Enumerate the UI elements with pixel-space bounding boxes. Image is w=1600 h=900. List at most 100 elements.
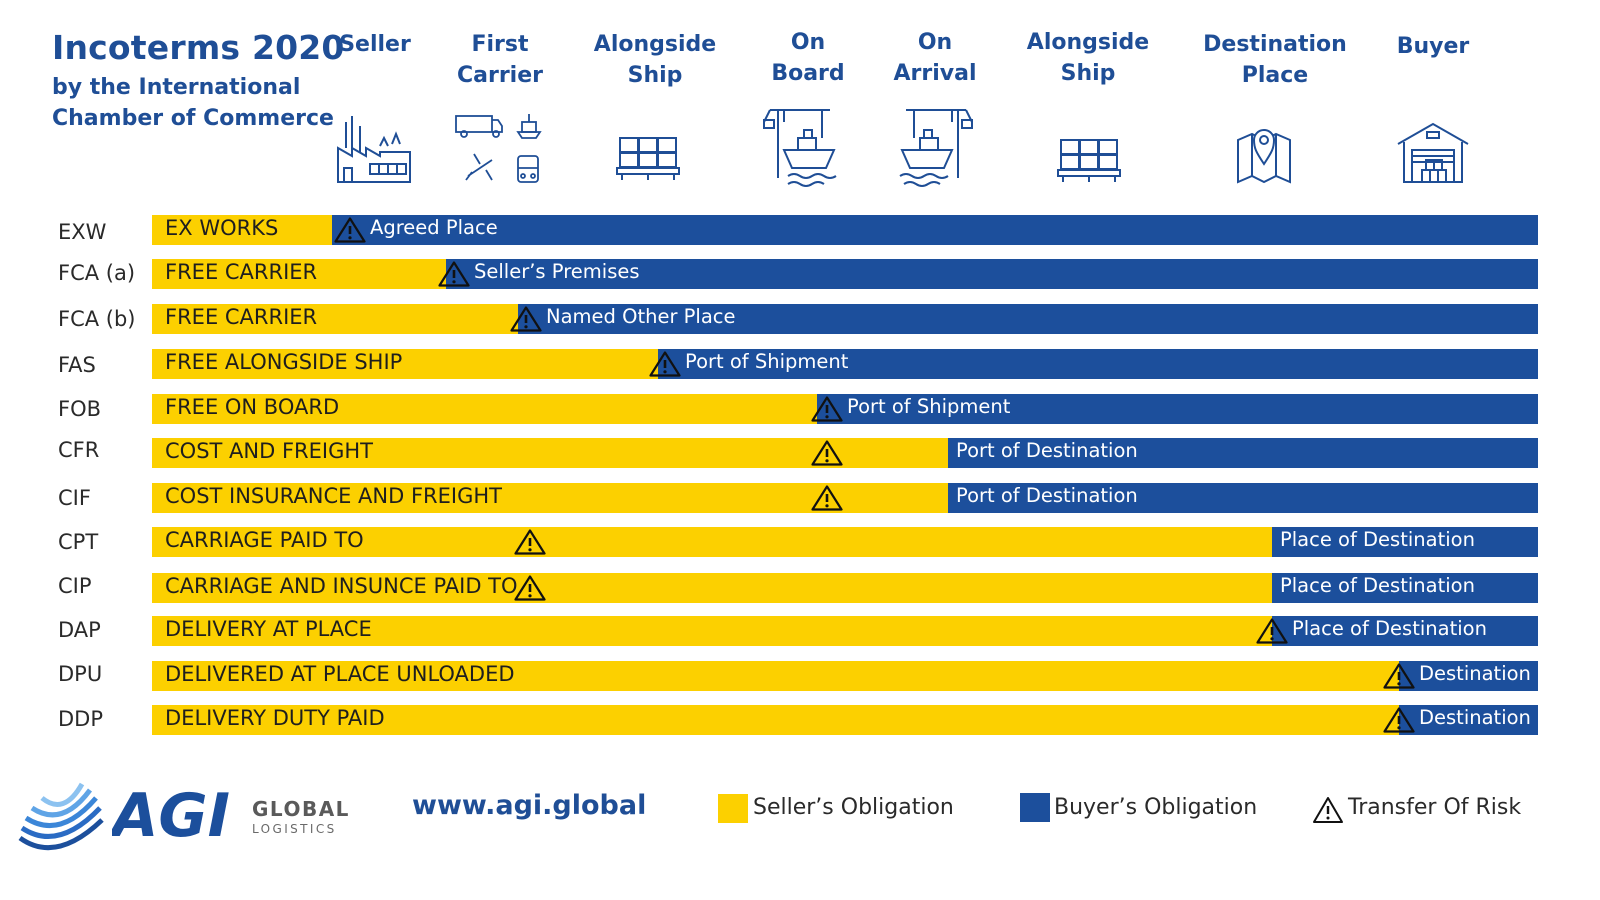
term-label: DELIVERED AT PLACE UNLOADED xyxy=(165,662,515,686)
obligation-bar-fca-a: FREE CARRIER Seller’s Premises xyxy=(152,259,1538,289)
obligation-bar-ddp: DELIVERY DUTY PAID Destination xyxy=(152,705,1538,735)
row-code-cip: CIP xyxy=(58,574,92,598)
term-label: DELIVERY DUTY PAID xyxy=(165,706,385,730)
risk-transfer-icon xyxy=(334,217,366,243)
obligation-bar-cif: COST INSURANCE AND FREIGHT Port of Desti… xyxy=(152,483,1538,513)
obligation-bar-cip: CARRIAGE AND INSUNCE PAID TO Place of De… xyxy=(152,573,1538,603)
legend-buyer-swatch xyxy=(1020,793,1050,822)
buyer-segment xyxy=(518,304,1538,334)
pallet-boxes-icon xyxy=(1057,136,1121,184)
risk-transfer-icon xyxy=(811,396,843,422)
seller-segment xyxy=(152,259,446,289)
term-label: CARRIAGE PAID TO xyxy=(165,528,364,552)
buyer-segment xyxy=(658,349,1538,379)
agi-logo: AGI xyxy=(108,781,252,851)
obligation-bar-cpt: CARRIAGE PAID TO Place of Destination xyxy=(152,527,1538,557)
term-label: EX WORKS xyxy=(165,216,279,240)
place-label: Place of Destination xyxy=(1280,528,1475,551)
term-label: DELIVERY AT PLACE xyxy=(165,617,372,641)
risk-transfer-icon xyxy=(811,440,843,466)
seller-segment xyxy=(152,215,332,245)
seller-segment xyxy=(152,349,658,379)
logo-global-text: GLOBAL xyxy=(252,797,350,821)
place-label: Seller’s Premises xyxy=(474,260,640,283)
obligation-bar-fob: FREE ON BOARD Port of Shipment xyxy=(152,394,1538,424)
place-label: Destination xyxy=(1419,662,1531,685)
row-code-fob: FOB xyxy=(58,397,102,421)
risk-transfer-icon xyxy=(510,306,542,332)
column-heading-first-carrier: First Carrier xyxy=(456,32,543,88)
buyer-segment xyxy=(817,394,1538,424)
factory-icon xyxy=(334,112,414,184)
row-code-exw: EXW xyxy=(58,220,107,244)
risk-transfer-icon xyxy=(438,261,470,287)
legend-risk-label: Transfer Of Risk xyxy=(1348,795,1522,820)
risk-transfer-icon xyxy=(1383,707,1415,733)
column-heading-buyer: Buyer xyxy=(1396,34,1470,59)
page-subtitle: by the International Chamber of Commerce xyxy=(52,75,334,131)
legend-risk-icon xyxy=(1312,796,1344,828)
buyer-segment xyxy=(446,259,1538,289)
obligation-bar-exw: EX WORKS Agreed Place xyxy=(152,215,1538,245)
term-label: COST AND FREIGHT xyxy=(165,439,373,463)
seller-segment xyxy=(152,705,1399,735)
seller-segment xyxy=(152,573,1272,603)
website-link[interactable]: www.agi.global xyxy=(412,790,647,821)
seller-segment xyxy=(152,661,1399,691)
term-label: FREE CARRIER xyxy=(165,260,318,284)
term-label: FREE CARRIER xyxy=(165,305,318,329)
risk-transfer-icon xyxy=(649,351,681,377)
row-code-cpt: CPT xyxy=(58,530,99,554)
crane-ship-icon xyxy=(760,108,840,188)
term-label: COST INSURANCE AND FREIGHT xyxy=(165,484,502,508)
risk-transfer-icon xyxy=(514,529,546,555)
column-heading-alongside-ship-destination: Alongside Ship xyxy=(1026,30,1150,86)
place-label: Place of Destination xyxy=(1280,574,1475,597)
row-code-cfr: CFR xyxy=(58,438,100,462)
logo-logistics-text: LOGISTICS xyxy=(252,822,337,836)
pallet-boxes-icon xyxy=(616,134,680,182)
obligation-bar-fca-b: FREE CARRIER Named Other Place xyxy=(152,304,1538,334)
legend-seller-label: Seller’s Obligation xyxy=(753,795,954,820)
column-heading-on-board: On Board xyxy=(771,30,845,86)
globe-logo-icon xyxy=(16,780,108,866)
buyer-segment xyxy=(948,483,1538,513)
place-label: Port of Destination xyxy=(956,484,1138,507)
term-label: CARRIAGE AND INSUNCE PAID TO xyxy=(165,574,518,598)
crane-ship-icon xyxy=(896,108,976,188)
row-code-ddp: DDP xyxy=(58,707,104,731)
place-label: Port of Destination xyxy=(956,439,1138,462)
place-label: Port of Shipment xyxy=(685,350,849,373)
place-label: Destination xyxy=(1419,706,1531,729)
column-heading-on-arrival: On Arrival xyxy=(893,30,977,86)
obligation-bar-dpu: DELIVERED AT PLACE UNLOADED Destination xyxy=(152,661,1538,691)
seller-segment xyxy=(152,483,948,513)
risk-transfer-icon xyxy=(811,485,843,511)
buyer-segment xyxy=(1272,616,1538,646)
row-code-dpu: DPU xyxy=(58,662,103,686)
buyer-segment xyxy=(1272,527,1538,557)
page-title: Incoterms 2020 xyxy=(52,28,345,67)
buyer-segment xyxy=(1399,705,1538,735)
transport-modes-icon xyxy=(452,110,548,190)
row-code-dap: DAP xyxy=(58,618,101,642)
buyer-segment xyxy=(948,438,1538,468)
place-label: Port of Shipment xyxy=(847,395,1011,418)
place-label: Agreed Place xyxy=(370,216,498,239)
svg-text:AGI: AGI xyxy=(112,784,230,846)
column-heading-destination-place: Destination Place xyxy=(1203,32,1347,88)
obligation-bar-dap: DELIVERY AT PLACE Place of Destination xyxy=(152,616,1538,646)
seller-segment xyxy=(152,394,817,424)
risk-transfer-icon xyxy=(514,575,546,601)
row-code-fca-a: FCA (a) xyxy=(58,261,136,285)
warehouse-icon xyxy=(1396,120,1470,184)
term-label: FREE ALONGSIDE SHIP xyxy=(165,350,403,374)
term-label: FREE ON BOARD xyxy=(165,395,340,419)
row-code-fas: FAS xyxy=(58,353,96,377)
risk-transfer-icon xyxy=(1256,618,1288,644)
legend-seller-swatch xyxy=(718,794,748,823)
seller-segment xyxy=(152,304,518,334)
map-pin-icon xyxy=(1234,120,1294,184)
seller-segment xyxy=(152,616,1272,646)
risk-transfer-icon xyxy=(1383,663,1415,689)
